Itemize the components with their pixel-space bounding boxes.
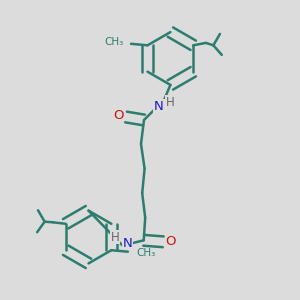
Text: CH₃: CH₃ [104, 37, 124, 47]
Text: N: N [122, 237, 132, 250]
Text: H: H [166, 95, 175, 109]
Text: O: O [166, 235, 176, 248]
Text: CH₃: CH₃ [137, 248, 156, 258]
Text: H: H [111, 231, 120, 244]
Text: O: O [113, 109, 124, 122]
Text: N: N [154, 100, 164, 113]
